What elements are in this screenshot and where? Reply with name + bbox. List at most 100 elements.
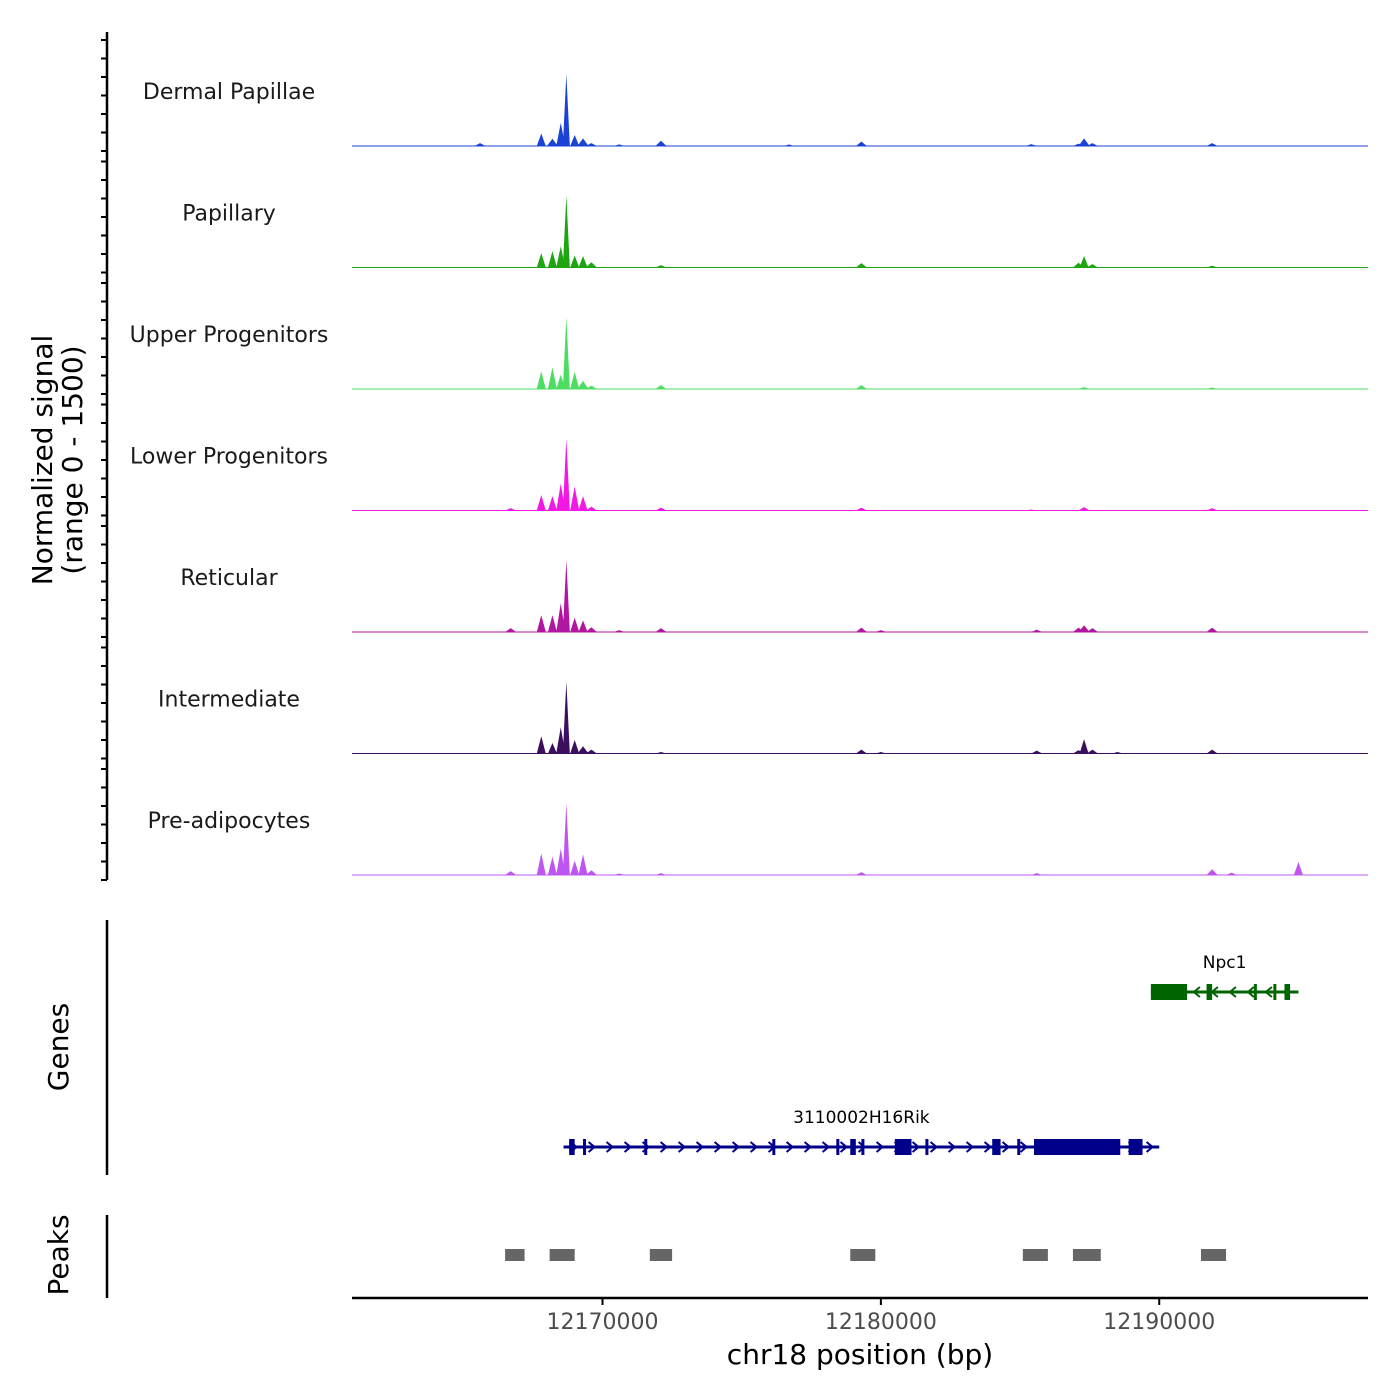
strand-arrow: [785, 1141, 795, 1153]
track-label: Pre-adipocytes: [148, 809, 311, 834]
exon: [1017, 1139, 1021, 1155]
signal-peak: [578, 255, 588, 268]
x-axis-title: chr18 position (bp): [727, 1338, 993, 1371]
exon: [836, 1139, 840, 1155]
strand-arrow: [1145, 1141, 1155, 1153]
signal-peak: [1206, 143, 1218, 146]
signal-peak: [578, 620, 588, 632]
signal-peak: [556, 483, 566, 511]
exon: [861, 1139, 865, 1155]
strand-arrow: [587, 1141, 597, 1153]
signal-peak: [655, 265, 667, 268]
signal-peak: [562, 803, 570, 875]
exon: [1273, 984, 1277, 1000]
signal-peak: [570, 617, 580, 632]
signal-peak: [655, 140, 667, 146]
exon: [894, 1139, 912, 1155]
signal-peak: [1206, 749, 1218, 754]
gene-3110002h16rik: 3110002H16Rik: [563, 1108, 1160, 1155]
strand-arrow: [821, 1141, 831, 1153]
peak-regions: [505, 1249, 1227, 1261]
signal-peak: [556, 727, 566, 754]
signal-peak: [546, 138, 558, 146]
signal-peak: [655, 628, 667, 632]
signal-peak: [562, 195, 570, 268]
signal-peak: [578, 496, 588, 511]
signal-peak: [585, 870, 597, 875]
signal-peak: [556, 848, 566, 875]
signal-axis-ticks: [101, 39, 107, 881]
signal-peak: [562, 317, 570, 389]
signal-peak: [547, 367, 557, 389]
signal-peak: [613, 144, 625, 146]
strand-arrow: [1264, 986, 1273, 998]
signal-peak: [1086, 143, 1098, 146]
strand-arrow: [1228, 986, 1237, 998]
exon: [569, 1139, 575, 1155]
signal-peak: [547, 251, 557, 268]
peaks-track-title: Peaks: [42, 1214, 75, 1295]
x-tick-label: 12190000: [1103, 1310, 1215, 1335]
signal-peak: [585, 385, 597, 389]
strand-arrow: [983, 1141, 993, 1153]
x-tick-label: 12170000: [547, 1310, 659, 1335]
coverage-tracks: Dermal Papillae Papillary Upper Progenitor…: [130, 74, 1368, 876]
exon: [772, 1139, 776, 1155]
signal-peak: [855, 749, 867, 754]
signal-peak: [536, 371, 546, 389]
track-label: Upper Progenitors: [130, 323, 329, 348]
strand-arrow: [839, 1141, 849, 1153]
strand-arrow: [659, 1141, 669, 1153]
signal-peak: [1086, 749, 1098, 754]
signal-peak: [556, 246, 566, 268]
strand-arrow: [857, 1141, 867, 1153]
strand-arrow: [1019, 1141, 1029, 1153]
signal-peak: [536, 495, 546, 511]
signal-peak: [1078, 507, 1090, 511]
strand-arrow: [1001, 1141, 1011, 1153]
x-tick-label: 12180000: [825, 1310, 937, 1335]
signal-peak: [1031, 750, 1043, 754]
exon: [644, 1139, 648, 1155]
signal-peak: [855, 507, 867, 511]
signal-peak: [585, 143, 597, 146]
exon: [1284, 984, 1291, 1000]
peak-region: [1022, 1249, 1048, 1261]
signal-peak: [855, 385, 867, 389]
strand-arrow: [875, 1141, 885, 1153]
signal-peak: [1031, 873, 1043, 875]
strand-arrow: [947, 1141, 957, 1153]
track-intermediate: Intermediate: [158, 681, 1368, 754]
strand-arrow: [965, 1141, 975, 1153]
track-pre-adipocytes: Pre-adipocytes: [148, 803, 1368, 876]
track-upper-progenitors: Upper Progenitors: [130, 317, 1368, 390]
signal-peak: [577, 380, 589, 389]
strand-arrow: [911, 1141, 921, 1153]
signal-peak: [536, 253, 546, 268]
signal-peak: [655, 385, 667, 389]
signal-peak: [1025, 509, 1037, 511]
track-label: Intermediate: [158, 688, 300, 713]
strand-arrow: [677, 1141, 687, 1153]
signal-peak: [655, 507, 667, 511]
y-axis-range: (range 0 - 1500): [56, 345, 89, 574]
signal-peak: [570, 134, 580, 146]
signal-peak: [655, 752, 667, 754]
signal-peak: [562, 681, 570, 754]
signal-peak: [855, 141, 867, 146]
exon: [925, 1139, 929, 1155]
strand-arrow: [623, 1141, 633, 1153]
signal-peak: [570, 371, 580, 389]
signal-peak: [1206, 265, 1218, 268]
y-axis-title: Normalized signal: [26, 335, 59, 586]
signal-peak: [562, 438, 570, 511]
signal-peak: [585, 262, 597, 268]
signal-peak: [562, 74, 570, 146]
signal-peak: [1206, 627, 1218, 632]
strand-arrow: [605, 1141, 615, 1153]
track-label: Dermal Papillae: [143, 80, 315, 105]
signal-peak: [1079, 255, 1089, 268]
gene-models: Npc1 3110002H16Rik: [563, 953, 1299, 1155]
strand-arrow: [1246, 986, 1255, 998]
